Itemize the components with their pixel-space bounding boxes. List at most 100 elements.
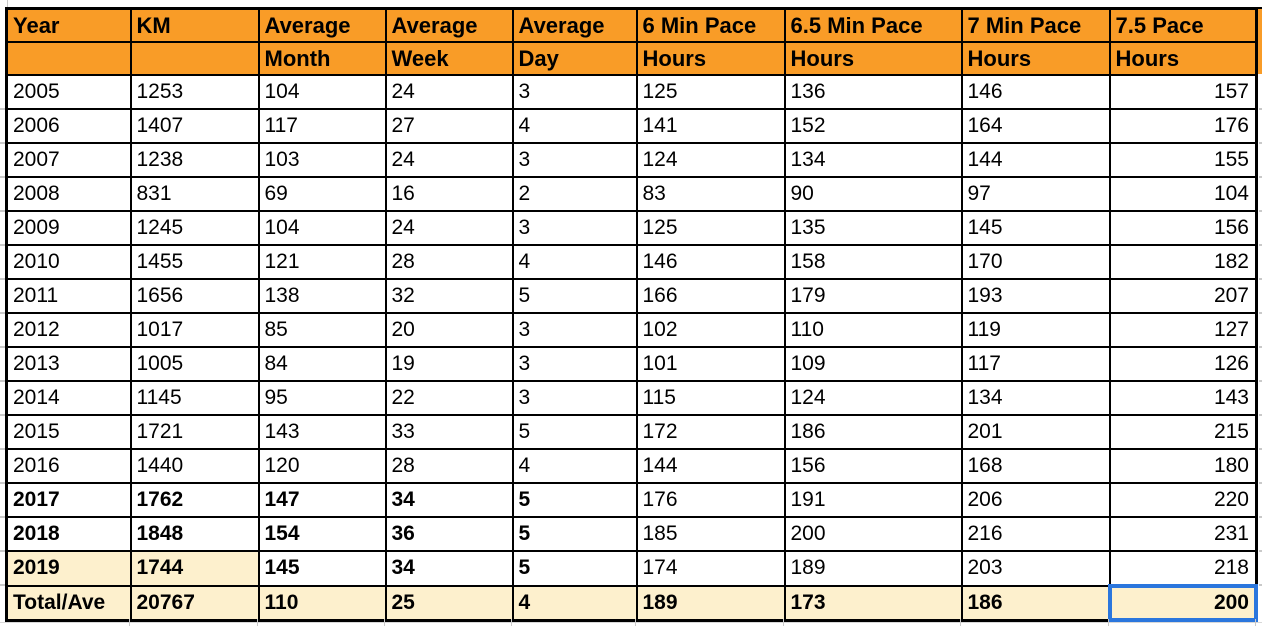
- table-cell[interactable]: 1238: [129, 142, 260, 178]
- table-cell[interactable]: 164: [960, 108, 1111, 144]
- table-cell[interactable]: 16: [384, 176, 514, 212]
- table-cell[interactable]: 3: [511, 142, 638, 178]
- table-cell[interactable]: 104: [1108, 176, 1258, 212]
- table-cell[interactable]: 1145: [129, 380, 260, 416]
- table-cell[interactable]: 1245: [129, 210, 260, 246]
- table-cell[interactable]: 135: [783, 210, 963, 246]
- table-cell[interactable]: Total/Ave: [5, 584, 132, 622]
- table-cell[interactable]: 90: [783, 176, 963, 212]
- table-cell[interactable]: 34: [384, 550, 514, 587]
- header-cell[interactable]: KM: [129, 7, 260, 43]
- table-cell[interactable]: 3: [511, 346, 638, 382]
- header-cell[interactable]: 6.5 Min Pace: [783, 7, 963, 43]
- table-cell[interactable]: 2005: [5, 74, 132, 110]
- table-cell[interactable]: 124: [783, 380, 963, 416]
- table-cell[interactable]: 2015: [5, 414, 132, 450]
- table-cell[interactable]: 134: [783, 142, 963, 178]
- table-cell[interactable]: 97: [960, 176, 1111, 212]
- table-cell[interactable]: 109: [783, 346, 963, 382]
- table-cell[interactable]: 4: [511, 108, 638, 144]
- table-cell[interactable]: 4: [511, 584, 638, 622]
- table-cell[interactable]: 20: [384, 312, 514, 348]
- table-cell[interactable]: 33: [384, 414, 514, 450]
- table-cell[interactable]: 36: [384, 516, 514, 552]
- table-cell[interactable]: 2019: [5, 550, 132, 587]
- table-cell[interactable]: 156: [783, 448, 963, 484]
- table-cell[interactable]: 155: [1108, 142, 1258, 178]
- table-cell[interactable]: 174: [635, 550, 786, 587]
- header-cell[interactable]: Hours: [635, 41, 786, 76]
- table-cell[interactable]: 103: [257, 142, 387, 178]
- table-cell[interactable]: 143: [257, 414, 387, 450]
- table-cell[interactable]: 104: [257, 74, 387, 110]
- table-cell[interactable]: 218: [1108, 550, 1258, 587]
- table-cell[interactable]: 2006: [5, 108, 132, 144]
- table-cell[interactable]: 3: [511, 380, 638, 416]
- table-cell[interactable]: 191: [783, 482, 963, 518]
- table-cell[interactable]: 5: [511, 278, 638, 314]
- table-cell[interactable]: 2013: [5, 346, 132, 382]
- table-cell[interactable]: 216: [960, 516, 1111, 552]
- table-cell[interactable]: 5: [511, 414, 638, 450]
- table-cell[interactable]: 24: [384, 74, 514, 110]
- table-cell[interactable]: 144: [635, 448, 786, 484]
- table-cell[interactable]: 83: [635, 176, 786, 212]
- table-cell[interactable]: 28: [384, 244, 514, 280]
- table-cell[interactable]: 101: [635, 346, 786, 382]
- table-cell[interactable]: 231: [1108, 516, 1258, 552]
- table-cell[interactable]: 2011: [5, 278, 132, 314]
- table-cell[interactable]: 145: [960, 210, 1111, 246]
- table-cell[interactable]: 110: [257, 584, 387, 622]
- table-cell[interactable]: 176: [1108, 108, 1258, 144]
- header-cell[interactable]: 6 Min Pace: [635, 7, 786, 43]
- table-cell[interactable]: 156: [1108, 210, 1258, 246]
- table-cell[interactable]: 125: [635, 74, 786, 110]
- table-cell[interactable]: 22: [384, 380, 514, 416]
- header-cell[interactable]: Hours: [783, 41, 963, 76]
- header-cell[interactable]: Day: [511, 41, 638, 76]
- table-cell[interactable]: 5: [511, 482, 638, 518]
- table-cell[interactable]: 215: [1108, 414, 1258, 450]
- table-cell[interactable]: 173: [783, 584, 963, 622]
- table-cell[interactable]: 32: [384, 278, 514, 314]
- table-cell[interactable]: 1440: [129, 448, 260, 484]
- table-cell[interactable]: 158: [783, 244, 963, 280]
- header-cell[interactable]: 7.5 Pace: [1108, 7, 1258, 43]
- table-cell[interactable]: 2018: [5, 516, 132, 552]
- table-cell[interactable]: 3: [511, 74, 638, 110]
- table-cell[interactable]: 95: [257, 380, 387, 416]
- header-cell[interactable]: Hours: [1108, 41, 1258, 76]
- table-cell[interactable]: 1407: [129, 108, 260, 144]
- table-cell[interactable]: 1762: [129, 482, 260, 518]
- table-cell[interactable]: 186: [783, 414, 963, 450]
- table-cell[interactable]: 4: [511, 448, 638, 484]
- table-cell[interactable]: 4: [511, 244, 638, 280]
- table-cell[interactable]: 27: [384, 108, 514, 144]
- table-cell[interactable]: 1253: [129, 74, 260, 110]
- table-cell[interactable]: 24: [384, 142, 514, 178]
- table-cell[interactable]: 176: [635, 482, 786, 518]
- table-cell[interactable]: 154: [257, 516, 387, 552]
- header-cell[interactable]: Average: [257, 7, 387, 43]
- table-cell[interactable]: 117: [257, 108, 387, 144]
- table-cell[interactable]: 179: [783, 278, 963, 314]
- table-cell[interactable]: 201: [960, 414, 1111, 450]
- table-cell[interactable]: 85: [257, 312, 387, 348]
- table-cell[interactable]: 143: [1108, 380, 1258, 416]
- table-cell[interactable]: 120: [257, 448, 387, 484]
- table-cell[interactable]: 180: [1108, 448, 1258, 484]
- table-cell[interactable]: 189: [635, 584, 786, 622]
- table-cell[interactable]: 172: [635, 414, 786, 450]
- table-cell[interactable]: 69: [257, 176, 387, 212]
- table-cell[interactable]: 25: [384, 584, 514, 622]
- table-cell[interactable]: 1455: [129, 244, 260, 280]
- table-cell[interactable]: 145: [257, 550, 387, 587]
- table-cell[interactable]: 1744: [129, 550, 260, 587]
- table-cell[interactable]: 2010: [5, 244, 132, 280]
- table-cell[interactable]: 5: [511, 550, 638, 587]
- table-cell[interactable]: 182: [1108, 244, 1258, 280]
- table-cell[interactable]: 146: [960, 74, 1111, 110]
- table-cell[interactable]: 104: [257, 210, 387, 246]
- table-cell[interactable]: 186: [960, 584, 1111, 622]
- table-cell[interactable]: 20767: [129, 584, 260, 622]
